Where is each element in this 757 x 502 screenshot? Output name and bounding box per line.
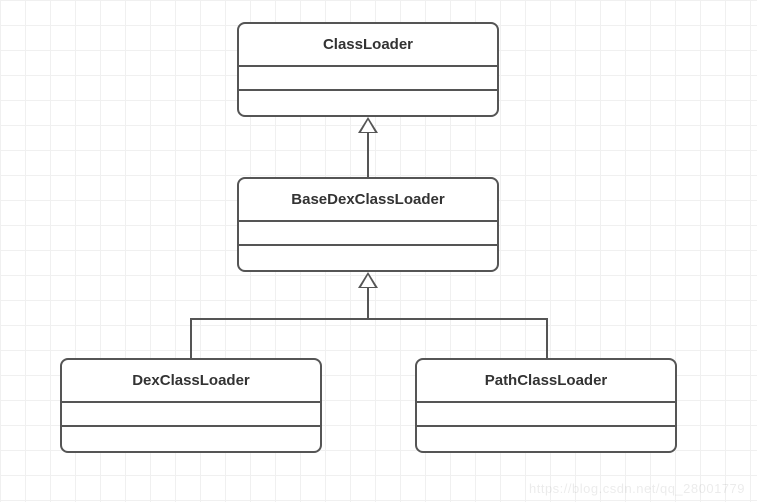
class-node-dexclassloader: DexClassLoader: [60, 358, 322, 453]
edge-line: [546, 318, 548, 358]
class-methods-section: [239, 246, 497, 270]
class-methods-section: [417, 427, 675, 451]
class-attributes-section: [239, 67, 497, 91]
edge-line: [190, 318, 192, 358]
inheritance-arrow-icon: [358, 117, 378, 133]
class-node-classloader: ClassLoader: [237, 22, 499, 117]
watermark-text: https://blog.csdn.net/qq_28001779: [529, 481, 745, 496]
class-name-label: BaseDexClassLoader: [239, 179, 497, 222]
edge-line: [190, 318, 548, 320]
edge-line: [367, 288, 369, 320]
class-node-pathclassloader: PathClassLoader: [415, 358, 677, 453]
class-attributes-section: [417, 403, 675, 427]
edge-line: [367, 133, 369, 177]
class-name-label: DexClassLoader: [62, 360, 320, 403]
class-methods-section: [62, 427, 320, 451]
class-name-label: ClassLoader: [239, 24, 497, 67]
class-node-basedexclassloader: BaseDexClassLoader: [237, 177, 499, 272]
class-methods-section: [239, 91, 497, 115]
class-name-label: PathClassLoader: [417, 360, 675, 403]
inheritance-arrow-icon: [358, 272, 378, 288]
class-attributes-section: [62, 403, 320, 427]
class-attributes-section: [239, 222, 497, 246]
